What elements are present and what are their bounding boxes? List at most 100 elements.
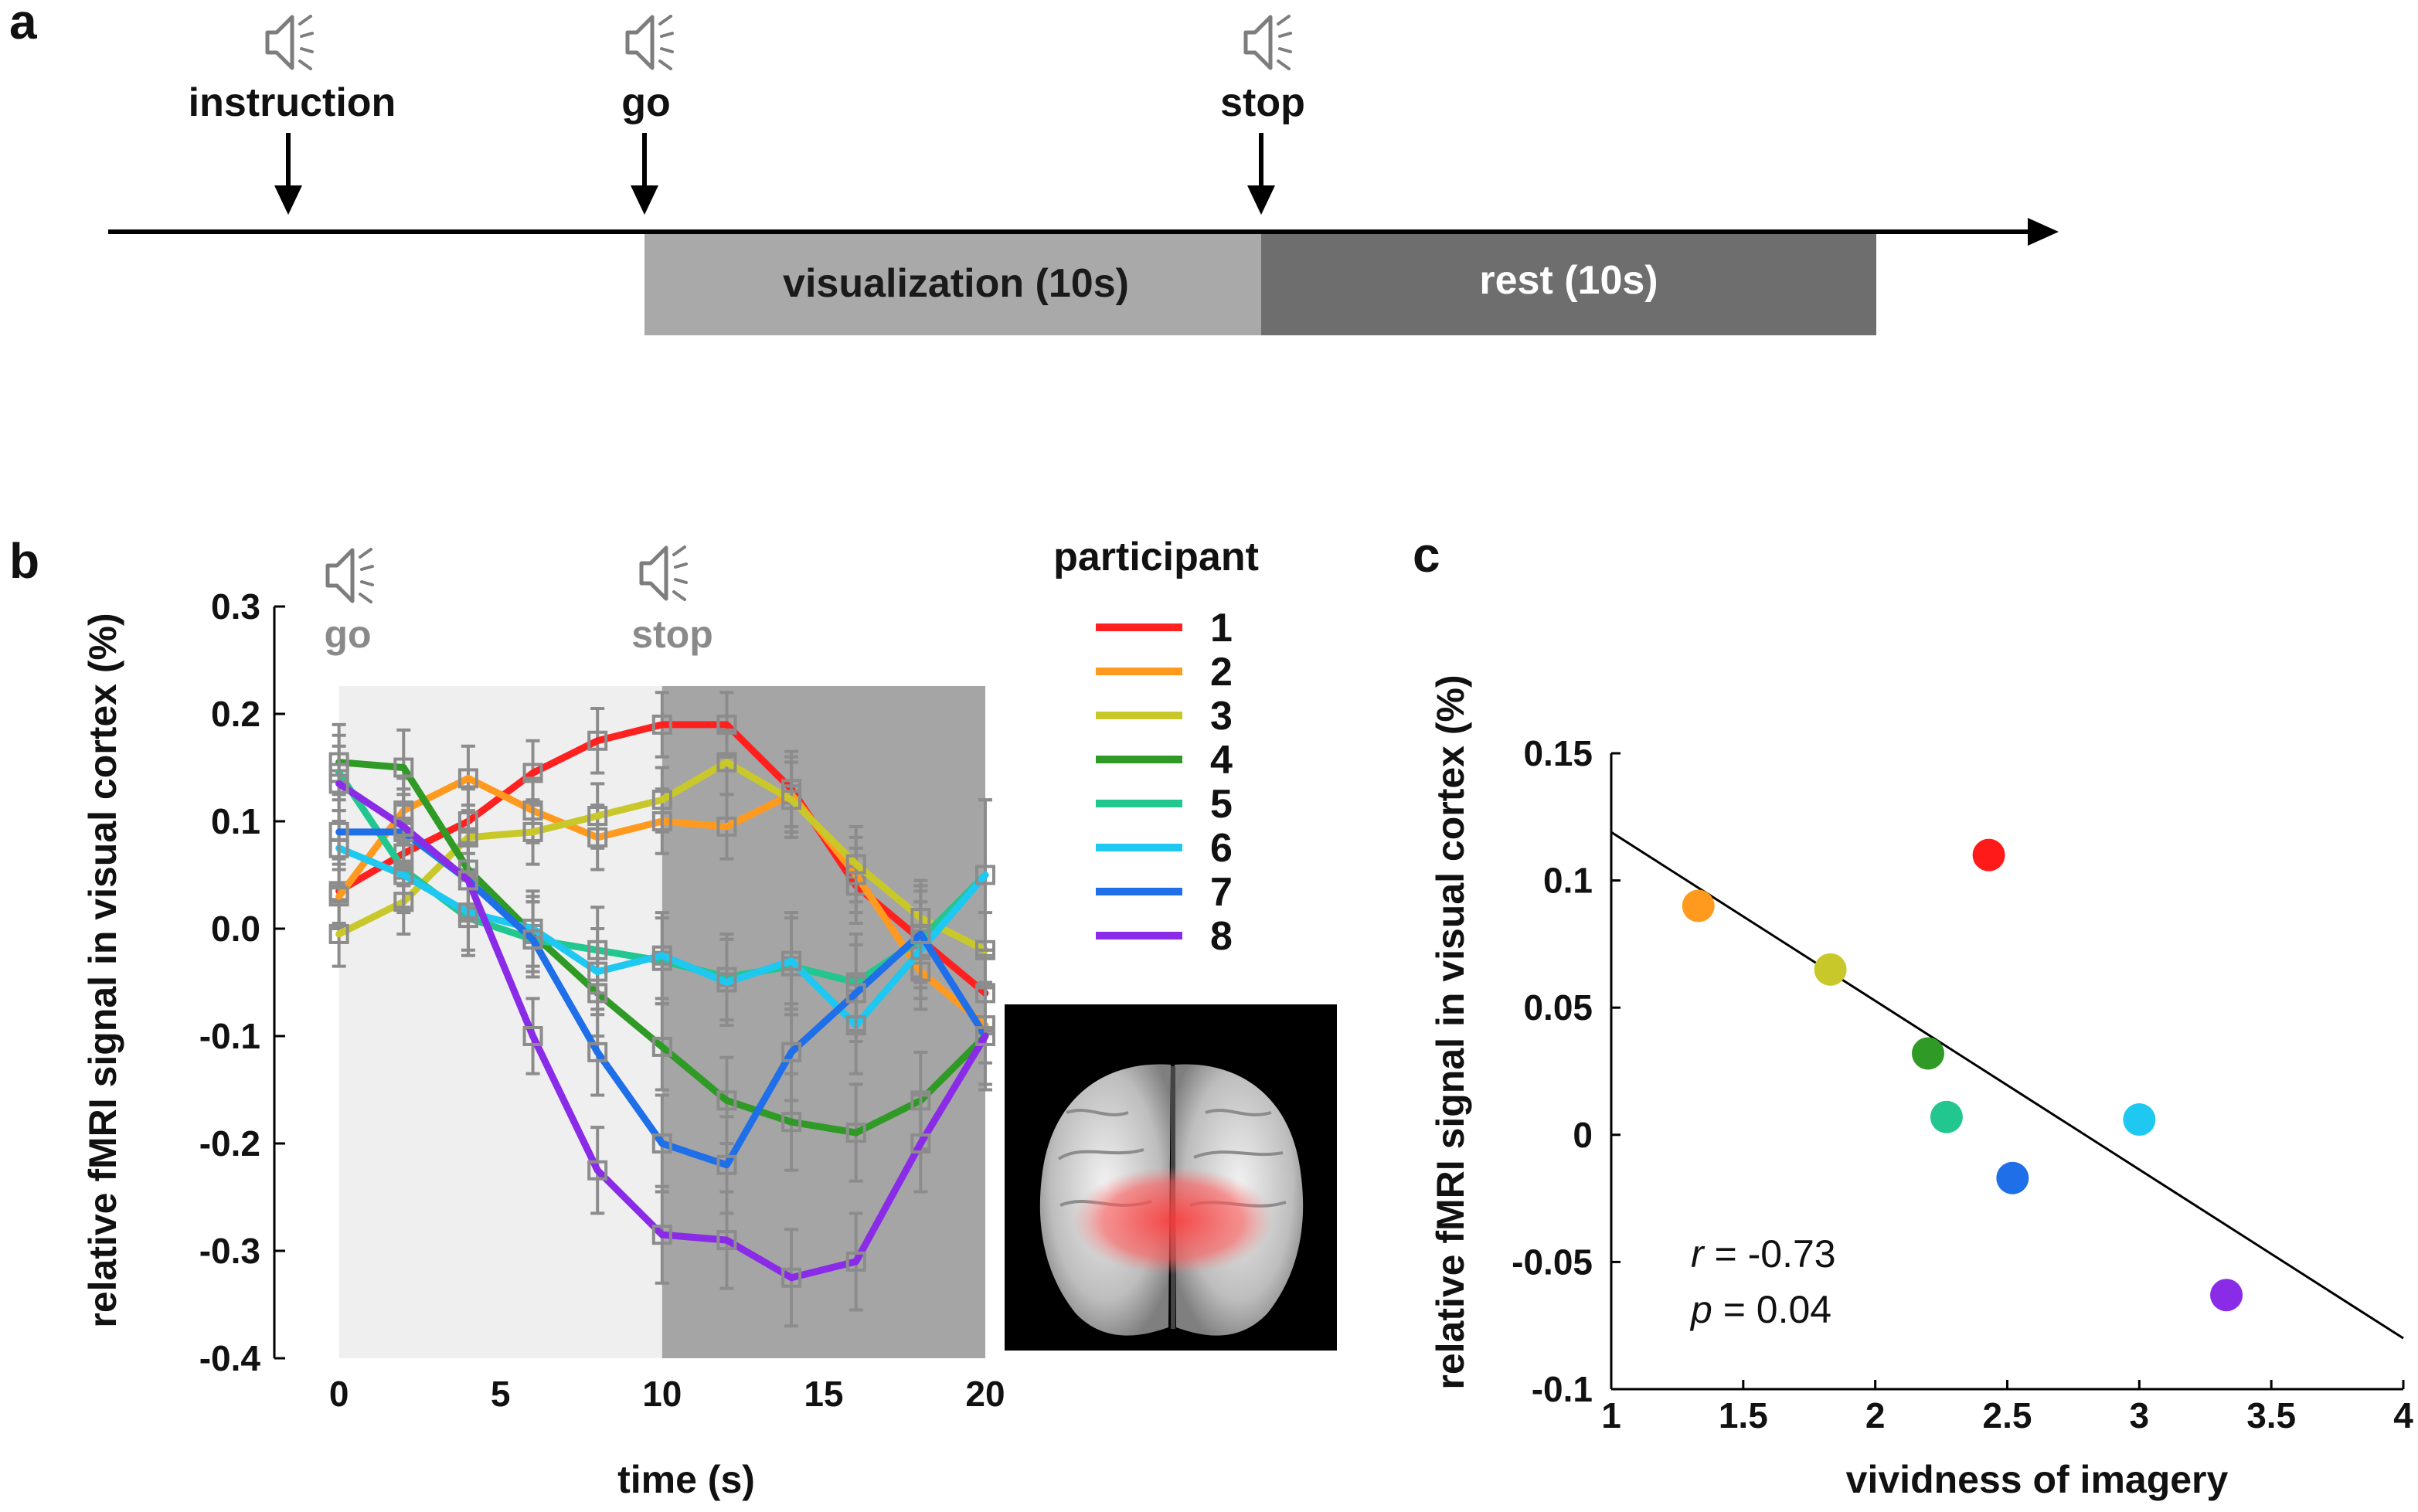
plot-b-y-tick-label: -0.4 (199, 1338, 261, 1378)
panel-c-scatter: c 0.15 0.1 0.05 0 -0.05 -0.11 1.5 2 2.5 3 3.5 4 viv… (1413, 527, 2413, 1501)
plot-b-y-tick-label: 0.1 (211, 801, 260, 841)
plot-c-axes: 0.15 0.1 0.05 0 -0.05 -0.11 1.5 2 2.5 3 3.5 4 (1512, 733, 2413, 1436)
plot-c-fit (1610, 831, 2404, 1340)
plot-c-y-tick-label: 0.1 (1543, 861, 1593, 901)
data-point (781, 1041, 802, 1062)
stat-r: r = -0.73 (1691, 1232, 1836, 1276)
plot-c-x-tick-label: 3 (2130, 1395, 2150, 1436)
plot-b-axes: 0.3 0.2 0.1 0.0 -0.1 -0.2 -0.3 -0.4 0 5 10 15 20 (199, 586, 1005, 1414)
plot-c-y-tick-label: -0.05 (1512, 1242, 1593, 1282)
plot-c-x-axis-title: vividness of imagery (1846, 1458, 2229, 1501)
data-point (457, 768, 478, 789)
data-point (781, 790, 802, 810)
rest-phase-label: rest (10s) (1479, 258, 1658, 303)
go-label: go (324, 613, 371, 656)
plot-b-y-tick-label: -0.1 (199, 1016, 260, 1056)
arrow-down-icon (274, 185, 302, 215)
data-point (845, 1251, 866, 1272)
legend-label-2: 2 (1210, 650, 1233, 695)
scatter-point-3 (1814, 953, 1847, 986)
legend-label-7: 7 (1210, 870, 1233, 915)
data-point (716, 1230, 737, 1251)
data-point (651, 714, 672, 735)
panel-b-timecourse: b go stop 0.3 0.2 0.1 0.0 -0.1 -0.2 -0.3 -0.4 0 5… (9, 533, 1337, 1501)
data-point (393, 757, 414, 778)
plot-b-y-axis-title: relative fMRI signal in visual cortex (%… (81, 613, 124, 1327)
data-point (328, 821, 349, 842)
data-point (716, 1154, 737, 1175)
speaker-icon (328, 549, 372, 602)
data-point (845, 983, 866, 1004)
scatter-point-4 (1912, 1037, 1944, 1070)
data-point (716, 816, 737, 837)
scatter-point-5 (1930, 1100, 1963, 1133)
panel-c-letter: c (1413, 527, 1440, 583)
plot-c-x-tick-label: 1.5 (1719, 1395, 1768, 1436)
scatter-point-2 (1682, 889, 1715, 922)
data-point (910, 923, 931, 944)
series-line-4 (335, 759, 989, 1137)
plot-b-x-tick-label: 10 (642, 1374, 682, 1414)
data-point (651, 945, 672, 966)
rest-phase-bar (1261, 232, 1876, 335)
data-point (910, 1133, 931, 1154)
panel-a-letter: a (9, 0, 37, 49)
plot-c-x-tick-label: 2 (1865, 1395, 1886, 1436)
arrow-down-icon (1247, 185, 1275, 215)
arrow-down-icon (631, 185, 658, 215)
data-point (781, 1267, 802, 1288)
plot-c-y-tick-label: 0.15 (1523, 733, 1593, 773)
plot-b-y-tick-label: 0.2 (211, 694, 260, 734)
plot-b-x-axis-title: time (s) (617, 1458, 755, 1501)
speaker-icon (627, 16, 672, 69)
plot-c-y-axis-title: relative fMRI signal in visual cortex (%… (1429, 674, 1472, 1389)
data-point (457, 870, 478, 891)
plot-c-y-tick-label: 0 (1573, 1115, 1593, 1155)
stat-p: p = 0.04 (1689, 1288, 1831, 1331)
plot-c-x-tick-label: 4 (2393, 1395, 2413, 1436)
plot-b-x-tick-label: 0 (329, 1374, 349, 1414)
legend-label-4: 4 (1210, 738, 1233, 783)
speaker-icon (641, 547, 686, 600)
legend-label-6: 6 (1210, 826, 1233, 871)
data-point (845, 854, 866, 875)
plot-b-y-tick-label: -0.3 (199, 1231, 260, 1271)
data-point (522, 929, 543, 950)
data-point (587, 1160, 608, 1181)
plot-b-y-tick-label: 0.3 (211, 586, 260, 627)
event-label-go: go (621, 80, 671, 125)
speaker-icon (1246, 16, 1291, 69)
plot-c-y-tick-label: -0.1 (1532, 1369, 1593, 1409)
series-8 (328, 744, 995, 1328)
panel-a-timeline: a visualization (10s) rest (10s) instruc… (9, 0, 2059, 335)
data-point (845, 1123, 866, 1143)
data-point (587, 806, 608, 827)
data-point (975, 1026, 995, 1046)
data-point (716, 1090, 737, 1111)
data-point (716, 752, 737, 773)
plot-c-x-tick-label: 3.5 (2246, 1395, 2296, 1436)
timeline-arrowhead (2028, 218, 2059, 246)
data-point (651, 1036, 672, 1057)
visualization-phase-bar (644, 232, 1261, 335)
data-point (651, 1133, 672, 1154)
plot-b-y-tick-label: -0.2 (199, 1123, 260, 1164)
plot-c-points (1682, 838, 2243, 1312)
legend-label-8: 8 (1210, 914, 1233, 959)
legend-label-1: 1 (1210, 606, 1233, 651)
data-point (781, 950, 802, 971)
plot-c-x-tick-label: 2.5 (1983, 1395, 2032, 1436)
data-point (781, 1112, 802, 1133)
stop-label: stop (631, 613, 713, 656)
brain-image (1005, 1004, 1337, 1351)
legend-label-5: 5 (1210, 782, 1233, 827)
data-point (716, 972, 737, 993)
plot-b-x-tick-label: 20 (965, 1374, 1005, 1414)
stat-r-value: = -0.73 (1704, 1232, 1836, 1276)
scatter-point-1 (1972, 838, 2005, 872)
plot-c-y-tick-label: 0.05 (1523, 987, 1593, 1028)
data-point (393, 816, 414, 837)
plot-b-series (328, 691, 995, 1328)
